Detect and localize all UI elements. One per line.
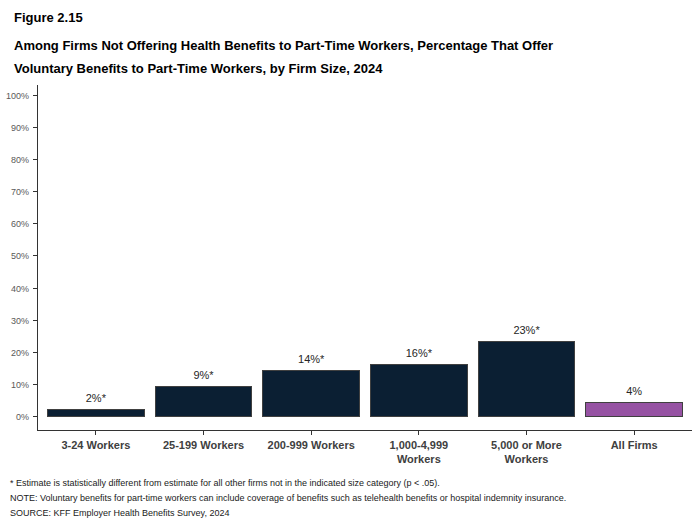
bar-3-24-workers: [47, 409, 145, 417]
x-label-line: 1,000-4,999: [365, 438, 473, 452]
x-axis-category-labels: 3-24 Workers 25-199 Workers 200-999 Work…: [42, 438, 688, 466]
x-label-line: Workers: [365, 452, 473, 466]
x-label-25-199-workers: 25-199 Workers: [150, 438, 258, 466]
bar-slot-200-999-workers: 14%*: [257, 90, 365, 417]
y-tick-label: 50%: [0, 251, 29, 261]
x-label-line: 200-999 Workers: [257, 438, 365, 452]
bar-series: 2%* 9%* 14%* 16%* 23%* 4%: [42, 90, 688, 417]
page-title: Among Firms Not Offering Health Benefits…: [14, 34, 682, 80]
x-label-line: 5,000 or More: [473, 438, 581, 452]
title-line-2: Voluntary Benefits to Part-Time Workers,…: [14, 61, 382, 76]
y-tick-label: 20%: [0, 348, 29, 358]
bar-value-label: 23%*: [513, 324, 539, 336]
x-axis-tick-marks: [42, 431, 688, 435]
x-label-1000-4999-workers: 1,000-4,999 Workers: [365, 438, 473, 466]
footnote-asterisk: * Estimate is statistically different fr…: [10, 476, 690, 491]
bar-value-label: 2%*: [86, 392, 106, 404]
bar-slot-all-firms: 4%: [580, 90, 688, 417]
footnotes: * Estimate is statistically different fr…: [10, 476, 690, 521]
x-label-all-firms: All Firms: [580, 438, 688, 466]
bar-slot-3-24-workers: 2%*: [42, 90, 150, 417]
bar-1000-4999-workers: [370, 364, 468, 417]
x-label-5000-or-more-workers: 5,000 or More Workers: [473, 438, 581, 466]
y-axis-tick-labels: 100% 90% 80% 70% 60% 50% 40% 30% 20% 10%…: [0, 91, 29, 422]
y-tick-label: 80%: [0, 155, 29, 165]
x-label-200-999-workers: 200-999 Workers: [257, 438, 365, 466]
x-label-3-24-workers: 3-24 Workers: [42, 438, 150, 466]
bar-slot-1000-4999-workers: 16%*: [365, 90, 473, 417]
y-tick-label: 90%: [0, 123, 29, 133]
x-label-line: 25-199 Workers: [150, 438, 258, 452]
y-tick-label: 70%: [0, 187, 29, 197]
x-label-line: 3-24 Workers: [42, 438, 150, 452]
bar-all-firms: [585, 402, 683, 417]
bar-value-label: 14%*: [298, 353, 324, 365]
bar-slot-5000-or-more-workers: 23%*: [473, 90, 581, 417]
y-tick-label: 60%: [0, 219, 29, 229]
y-tick-label: 40%: [0, 284, 29, 294]
x-label-line: Workers: [473, 452, 581, 466]
figure-number: Figure 2.15: [14, 10, 83, 25]
bar-200-999-workers: [262, 370, 360, 417]
x-label-line: All Firms: [580, 438, 688, 452]
bar-value-label: 16%*: [406, 347, 432, 359]
footnote-note: NOTE: Voluntary benefits for part-time w…: [10, 491, 690, 506]
y-tick-label: 10%: [0, 380, 29, 390]
bar-value-label: 4%: [626, 385, 642, 397]
bar-5000-or-more-workers: [478, 341, 576, 417]
title-line-1: Among Firms Not Offering Health Benefits…: [14, 38, 553, 53]
footnote-source: SOURCE: KFF Employer Health Benefits Sur…: [10, 506, 690, 521]
bar-value-label: 9%*: [193, 369, 213, 381]
bar-slot-25-199-workers: 9%*: [150, 90, 258, 417]
y-tick-label: 0%: [0, 412, 29, 422]
bar-25-199-workers: [155, 386, 253, 417]
y-tick-label: 30%: [0, 316, 29, 326]
y-tick-label: 100%: [0, 91, 29, 101]
